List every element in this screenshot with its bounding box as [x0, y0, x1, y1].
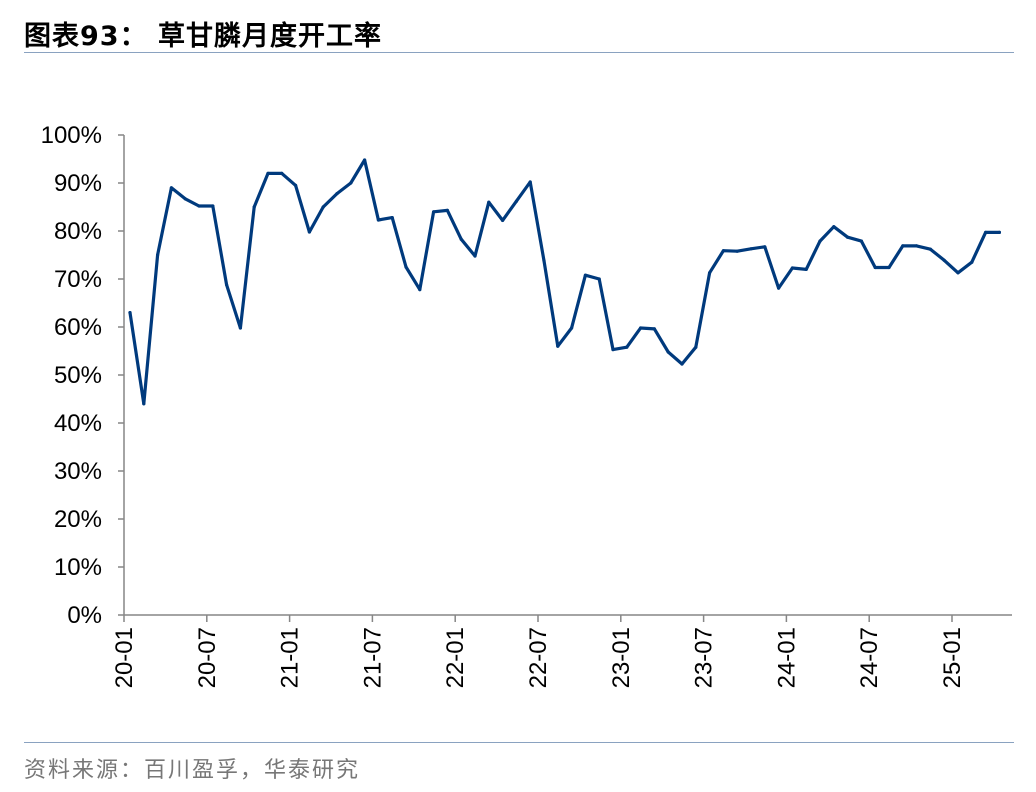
data-point [169, 186, 173, 190]
data-point [445, 208, 449, 212]
data-point [514, 199, 519, 203]
y-tick-label: 20% [54, 506, 102, 533]
data-point [915, 244, 919, 248]
data-point [542, 259, 546, 263]
data-point [321, 205, 325, 209]
data-point [211, 204, 215, 208]
data-point [984, 230, 988, 234]
data-point [307, 230, 311, 234]
x-axis: 20-01 20-07 21-01 21-07 22-01 22-07 23-01 23-07… [111, 614, 1012, 688]
y-tick-label: 10% [54, 554, 102, 581]
data-point [666, 350, 670, 354]
data-point [390, 216, 394, 220]
data-point [128, 311, 132, 315]
data-point [970, 260, 974, 264]
source-divider [24, 742, 1014, 743]
data-point [183, 197, 187, 201]
data-point [528, 180, 532, 184]
source-note: 资料来源：百川盈孚，华泰研究 [24, 758, 361, 783]
x-tick-label: 23-07 [691, 627, 718, 688]
data-point [487, 200, 491, 204]
data-point [680, 362, 684, 366]
data-point [501, 218, 505, 222]
y-tick-label: 60% [54, 314, 102, 341]
x-tick-label: 25-01 [939, 627, 966, 688]
data-point [583, 273, 588, 277]
data-point [708, 271, 712, 275]
page-title: 图表93： 草甘膦月度开工率 [24, 21, 382, 52]
data-point [225, 283, 229, 287]
data-point [418, 288, 422, 292]
data-point [749, 247, 753, 251]
series-line [128, 158, 1002, 406]
data-point [404, 265, 408, 269]
data-point [901, 244, 905, 248]
data-point [639, 326, 643, 330]
data-point [611, 348, 615, 352]
data-point [694, 345, 698, 349]
data-point [294, 183, 298, 187]
x-tick-label: 22-01 [442, 627, 469, 688]
data-point [266, 171, 270, 175]
x-tick-label: 24-07 [856, 627, 883, 688]
x-tick-label: 23-01 [608, 627, 635, 688]
x-tick-label: 20-07 [194, 627, 221, 688]
line-chart: 0%10%20%30%40%50%60%70%80%90%100% 20-01 2… [41, 122, 1012, 688]
data-point [846, 235, 850, 239]
data-point [556, 344, 560, 348]
data-point [142, 402, 146, 406]
data-point [376, 218, 380, 222]
data-point [832, 225, 836, 229]
data-point [473, 254, 477, 258]
data-point [156, 253, 160, 257]
y-tick-label: 50% [54, 362, 102, 389]
data-point [238, 326, 242, 330]
data-point [280, 171, 284, 175]
data-point [197, 204, 201, 208]
series-group [128, 158, 1002, 406]
data-point [349, 181, 353, 185]
data-point [763, 245, 767, 249]
x-tick-label: 21-01 [277, 627, 304, 688]
data-point [735, 249, 739, 253]
x-tick-label: 24-01 [773, 627, 800, 688]
data-point [859, 239, 864, 243]
data-point [570, 326, 574, 330]
y-tick-label: 80% [54, 218, 102, 245]
data-point [363, 158, 367, 162]
data-point [459, 237, 463, 241]
data-point [818, 239, 822, 243]
y-tick-label: 70% [54, 266, 102, 293]
data-point [432, 210, 436, 214]
data-point [804, 267, 808, 271]
data-point [335, 192, 339, 196]
title-divider [24, 52, 1014, 53]
x-tick-label: 22-07 [525, 627, 552, 688]
x-tick-label: 21-07 [359, 627, 386, 688]
data-point [597, 277, 601, 281]
data-point [997, 230, 1002, 234]
data-point [625, 345, 629, 349]
y-tick-label: 30% [54, 458, 102, 485]
data-point [887, 265, 891, 270]
y-tick-label: 100% [41, 122, 102, 149]
data-point [928, 247, 933, 251]
data-point [790, 266, 795, 270]
data-point [721, 249, 726, 253]
y-tick-label: 40% [54, 410, 102, 437]
data-point [777, 286, 781, 290]
data-point [873, 265, 877, 270]
data-point [252, 205, 256, 209]
y-tick-label: 0% [67, 602, 102, 629]
y-axis: 0% 10% 20% 30% 40% 50% 60% 70% 80% 90% 100% [41, 122, 125, 629]
data-point [652, 327, 657, 331]
y-tick-label: 90% [54, 170, 102, 197]
data-point [956, 271, 960, 275]
x-tick-label: 20-01 [111, 627, 138, 688]
data-point [942, 258, 946, 262]
